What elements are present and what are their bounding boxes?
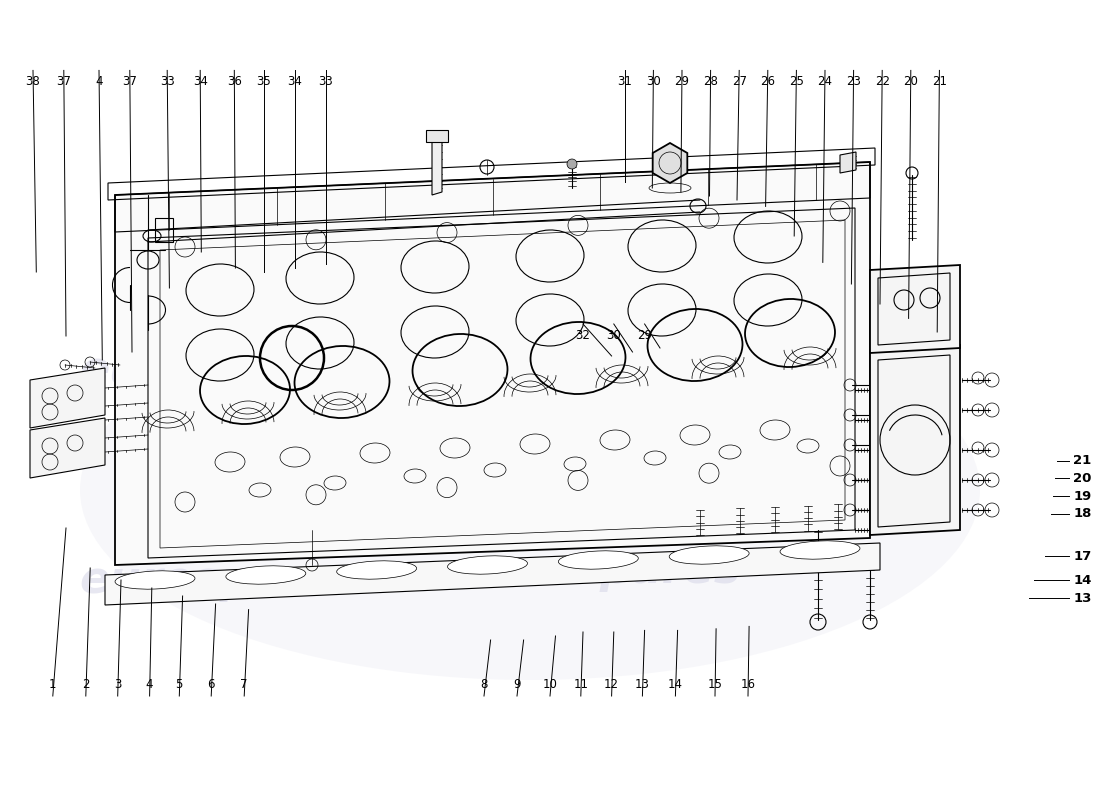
Polygon shape xyxy=(840,152,856,173)
Text: 29: 29 xyxy=(674,75,690,88)
Bar xyxy=(155,218,173,242)
Ellipse shape xyxy=(559,551,638,569)
Text: 14: 14 xyxy=(1074,574,1091,586)
Bar xyxy=(426,130,448,142)
Text: 15: 15 xyxy=(707,678,723,691)
Text: 19: 19 xyxy=(1074,490,1091,502)
Text: 37: 37 xyxy=(122,75,138,88)
Text: 9: 9 xyxy=(514,678,520,691)
Text: 20: 20 xyxy=(1074,472,1091,485)
Text: 26: 26 xyxy=(760,75,775,88)
Text: 3: 3 xyxy=(114,678,121,691)
Text: 14: 14 xyxy=(668,678,683,691)
Text: 23: 23 xyxy=(846,75,861,88)
Text: 25: 25 xyxy=(789,75,804,88)
Text: 31: 31 xyxy=(617,75,632,88)
Text: 17: 17 xyxy=(1074,550,1091,562)
Text: 21: 21 xyxy=(932,75,947,88)
Polygon shape xyxy=(104,543,880,605)
Text: 32: 32 xyxy=(575,329,591,342)
Text: eurospares: eurospares xyxy=(79,558,361,602)
Text: 34: 34 xyxy=(287,75,303,88)
Text: 18: 18 xyxy=(1074,507,1091,520)
Text: 30: 30 xyxy=(606,329,621,342)
Circle shape xyxy=(566,159,578,169)
Text: 16: 16 xyxy=(740,678,756,691)
Ellipse shape xyxy=(116,571,195,589)
Polygon shape xyxy=(30,418,105,478)
Text: eurospares: eurospares xyxy=(460,278,740,322)
Ellipse shape xyxy=(780,541,860,559)
Polygon shape xyxy=(432,135,442,195)
Text: 8: 8 xyxy=(481,678,487,691)
Text: 5: 5 xyxy=(176,678,183,691)
Text: 11: 11 xyxy=(573,678,588,691)
Polygon shape xyxy=(652,143,688,183)
Text: 33: 33 xyxy=(318,75,333,88)
Text: 2: 2 xyxy=(82,678,89,691)
Text: 12: 12 xyxy=(604,678,619,691)
Text: 4: 4 xyxy=(96,75,102,88)
Text: 7: 7 xyxy=(241,678,248,691)
Text: 28: 28 xyxy=(703,75,718,88)
Text: 30: 30 xyxy=(646,75,661,88)
Text: 6: 6 xyxy=(208,678,214,691)
Text: 29: 29 xyxy=(637,329,652,342)
Text: 10: 10 xyxy=(542,678,558,691)
Text: 4: 4 xyxy=(146,678,153,691)
Text: 13: 13 xyxy=(635,678,650,691)
Polygon shape xyxy=(870,345,960,535)
Text: 13: 13 xyxy=(1074,592,1091,605)
Ellipse shape xyxy=(337,561,417,579)
Text: 34: 34 xyxy=(192,75,208,88)
Text: 35: 35 xyxy=(256,75,272,88)
Text: eurospares: eurospares xyxy=(460,549,740,591)
Polygon shape xyxy=(870,265,960,353)
Ellipse shape xyxy=(669,546,749,564)
Ellipse shape xyxy=(80,300,980,680)
Polygon shape xyxy=(30,368,105,428)
Text: 24: 24 xyxy=(817,75,833,88)
Text: 20: 20 xyxy=(903,75,918,88)
Ellipse shape xyxy=(226,566,306,584)
Text: eurospares: eurospares xyxy=(79,349,361,391)
Text: 37: 37 xyxy=(56,75,72,88)
Text: 22: 22 xyxy=(874,75,890,88)
Text: 38: 38 xyxy=(25,75,41,88)
Text: 27: 27 xyxy=(732,75,747,88)
Text: 36: 36 xyxy=(227,75,242,88)
Text: 33: 33 xyxy=(160,75,175,88)
Text: 1: 1 xyxy=(50,678,56,691)
Polygon shape xyxy=(116,162,870,565)
Text: 21: 21 xyxy=(1074,454,1091,467)
Ellipse shape xyxy=(448,556,528,574)
